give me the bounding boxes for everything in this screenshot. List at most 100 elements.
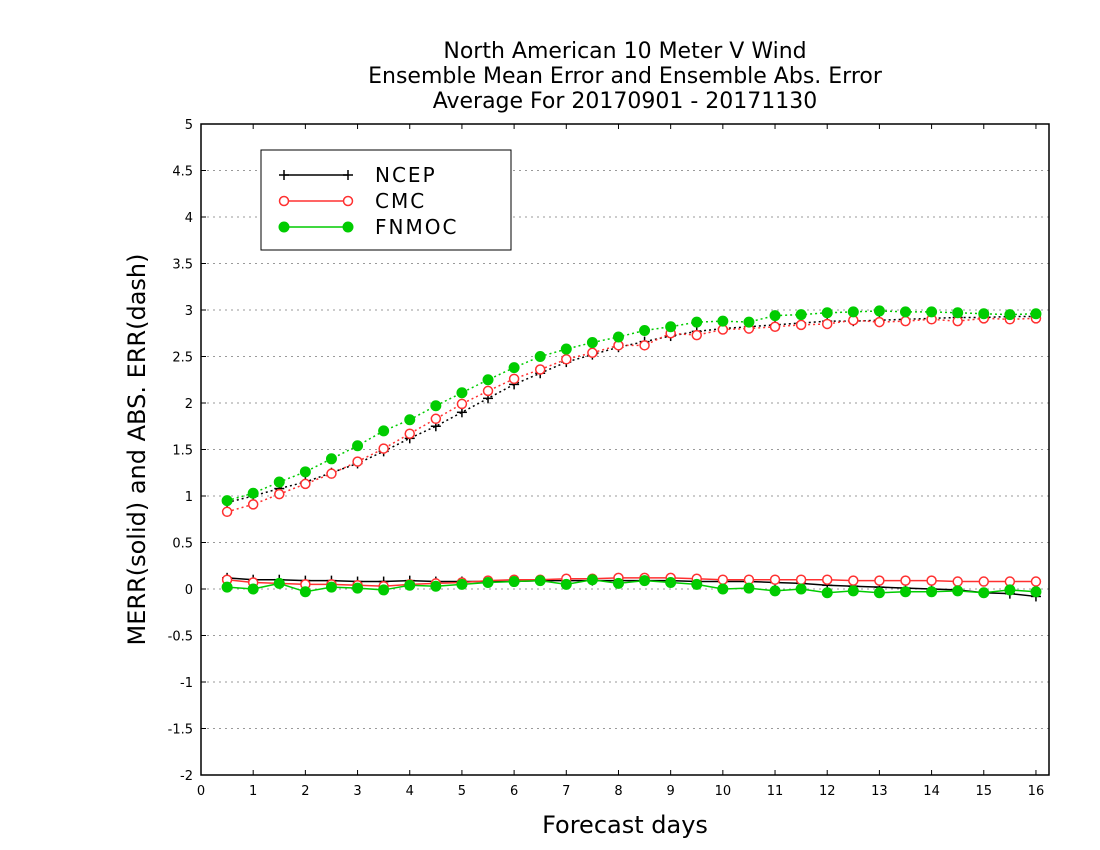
cmc-merr-point [952,576,963,587]
fnmoc-abs-err-line [226,310,1036,502]
series-ncep [222,311,1041,602]
x-tick-label: 0 [197,784,205,799]
fnmoc-merr-point [795,583,807,595]
fnmoc-abs-err-point [560,343,572,355]
fnmoc-abs-err-point [873,305,885,317]
grid [201,170,1049,729]
fnmoc-merr-point [743,582,755,594]
fnmoc-abs-err-point [586,337,598,349]
fnmoc-merr-point [665,576,677,588]
cmc-merr-point [795,574,807,585]
fnmoc-abs-err-point [221,495,233,507]
fnmoc-merr-point [378,584,390,596]
series-fnmoc [221,305,1042,599]
x-tick-label: 7 [562,784,570,799]
cmc-abs-err-point [404,428,415,439]
fnmoc-abs-err-point [404,414,416,426]
series-layer [221,305,1042,602]
cmc-merr-point [900,575,911,586]
legend-marker-fnmoc [342,221,354,233]
y-tick-label: 4.5 [172,165,193,180]
x-tick-label: 2 [301,784,309,799]
y-tick-label: 1 [185,490,193,505]
fnmoc-abs-err-point [952,307,964,319]
cmc-abs-err-point [456,398,468,410]
y-tick-label: 1.5 [172,444,193,459]
legend-label-fnmoc: FNMOC [375,215,458,239]
legend-box [260,149,512,251]
fnmoc-merr-point [508,576,520,588]
axes: -2-1.5-1-0.500.511.522.533.544.550 1 2 3 4 5 6… [168,118,1045,799]
fnmoc-merr-point [456,578,468,590]
x-tick-label: 11 [767,784,784,799]
fnmoc-abs-err-point [1004,309,1016,321]
cmc-abs-err-point [534,364,546,375]
cmc-abs-err-point [639,340,650,351]
ncep-abs-err-line [226,315,1036,504]
fnmoc-merr-point [430,580,442,592]
fnmoc-merr-point [769,585,781,597]
cmc-abs-err-point [352,456,363,467]
cmc-abs-err-point [769,321,781,332]
y-tick-label: -1 [180,676,193,691]
fnmoc-merr-point [325,581,337,593]
title-line: Average For 20170901 - 20171130 [433,89,818,114]
fnmoc-merr-point [926,586,938,598]
fnmoc-merr-point [639,575,651,587]
fnmoc-merr-point [482,576,494,588]
fnmoc-merr-point [299,586,311,598]
cmc-abs-err-point [900,315,911,327]
y-tick-label: 0 [185,583,193,598]
fnmoc-merr-point [560,578,572,590]
fnmoc-abs-err-point [273,476,285,488]
cmc-abs-err-point [221,506,233,518]
x-tick-label: 10 [715,784,732,799]
cmc-abs-err-point [378,443,389,454]
x-tick-label: 4 [406,784,414,799]
fnmoc-abs-err-point [508,362,520,374]
y-tick-label: 4 [185,211,193,226]
fnmoc-abs-err-point [325,453,337,465]
legend-marker-cmc [278,195,290,207]
legend-marker-fnmoc [278,221,290,233]
x-tick-label: 5 [458,784,466,799]
fnmoc-merr-point [586,574,598,586]
x-tick-label: 16 [1028,784,1045,799]
fnmoc-merr-point [978,587,990,599]
fnmoc-abs-err-point [821,307,833,319]
fnmoc-abs-err-point [717,315,729,327]
x-tick-label: 6 [510,784,518,799]
cmc-merr-point [717,574,729,585]
cmc-abs-err-point [247,499,259,510]
cmc-abs-err-point [561,354,572,365]
fnmoc-abs-err-point [639,324,651,336]
fnmoc-abs-err-point [1030,308,1042,320]
x-tick-label: 15 [975,784,992,799]
fnmoc-abs-err-point [534,351,546,362]
fnmoc-abs-err-point [378,425,390,437]
cmc-abs-err-point [691,329,703,341]
fnmoc-abs-err-point [743,316,755,328]
legend-marker-cmc [342,195,354,207]
x-tick-label: 1 [249,784,257,799]
series-cmc [221,313,1042,592]
cmc-merr-point [769,574,781,585]
cmc-merr-point [874,575,885,586]
fnmoc-abs-err-point [665,321,677,333]
legend-label-cmc: CMC [375,189,426,213]
cmc-abs-err-point [300,478,311,490]
fnmoc-abs-err-point [769,310,781,322]
fnmoc-merr-point [404,579,416,591]
cmc-merr-point [848,575,859,586]
cmc-merr-point [978,576,990,587]
y-axis-label: MERR(solid) and ABS. ERR(dash) [123,254,151,646]
cmc-abs-err-point [274,488,285,500]
cmc-merr-point [821,574,833,585]
x-tick-label: 12 [819,784,836,799]
y-tick-label: -2 [180,769,193,784]
fnmoc-abs-err-point [899,306,911,318]
fnmoc-abs-err-point [691,316,703,328]
fnmoc-merr-point [847,585,859,597]
